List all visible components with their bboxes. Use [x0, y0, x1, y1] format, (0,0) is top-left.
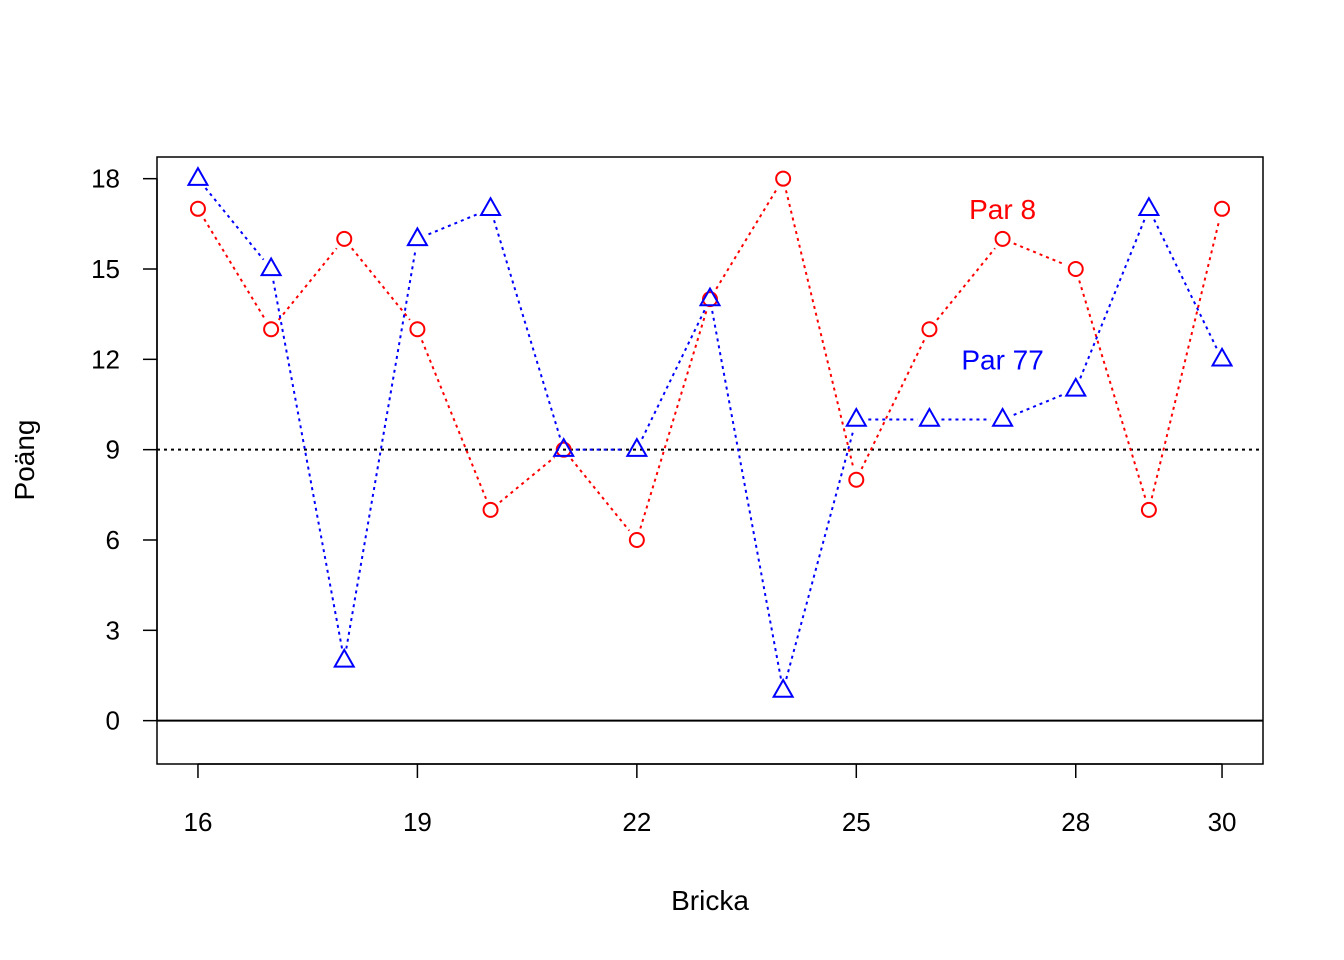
- y-axis: 0 3 6 9 12 15 18: [91, 164, 158, 736]
- series-0-point-13: [1140, 501, 1157, 518]
- x-tick-label-5: 30: [1208, 807, 1237, 837]
- series-1-segment-1: [272, 280, 344, 649]
- series-1-point-14: [1210, 346, 1234, 367]
- series-1-point-3: [406, 226, 429, 247]
- x-tick-label-4: 28: [1061, 807, 1090, 837]
- annotation-0: Par 8: [969, 194, 1036, 225]
- series-1-segment-4: [493, 219, 562, 439]
- series-1-point-5: [552, 437, 575, 457]
- series-lines: [203, 187, 1221, 680]
- series-0-segment-11: [1013, 242, 1066, 266]
- series-0-point-0: [189, 200, 206, 217]
- y-axis-label: Poäng: [9, 420, 40, 501]
- series-0-segment-8: [785, 190, 855, 469]
- series-0-segment-7: [715, 188, 778, 290]
- series-0-segment-9: [860, 339, 926, 470]
- annotations: Par 8 Par 77: [961, 194, 1044, 376]
- series-0-point-8: [775, 170, 792, 187]
- y-tick-label-4: 12: [91, 344, 120, 374]
- series-0-point-12: [1067, 261, 1084, 278]
- series-markers: [186, 166, 1234, 698]
- series-0-point-6: [628, 531, 645, 548]
- series-1-segment-11: [1013, 393, 1066, 416]
- series-1-point-4: [479, 196, 502, 216]
- series-0-point-2: [336, 230, 353, 247]
- x-tick-label-2: 22: [622, 807, 651, 837]
- y-tick-label-2: 6: [106, 525, 120, 555]
- series-0-segment-13: [1150, 220, 1221, 499]
- series-0-point-11: [994, 230, 1011, 247]
- series-0-segment-1: [277, 247, 338, 321]
- series-1-segment-2: [345, 250, 417, 649]
- y-tick-label-3: 9: [106, 435, 120, 465]
- reference-lines: [157, 448, 1263, 722]
- series-1-segment-3: [428, 212, 480, 236]
- series-1-point-8: [771, 678, 795, 698]
- series-1-point-7: [698, 286, 722, 307]
- series-0-segment-10: [936, 247, 996, 321]
- series-0-segment-6: [639, 310, 708, 529]
- x-tick-label-1: 19: [403, 807, 432, 837]
- x-tick-label-3: 25: [842, 807, 871, 837]
- series-0-point-3: [409, 321, 426, 338]
- series-1-segment-12: [1079, 219, 1146, 379]
- series-0-point-10: [921, 321, 938, 338]
- y-tick-label-5: 15: [91, 254, 120, 284]
- plot-frame: [156, 156, 1264, 765]
- series-1-point-11: [991, 407, 1014, 427]
- series-1-point-12: [1064, 376, 1087, 397]
- series-1-point-1: [259, 256, 283, 277]
- series-0-point-1: [263, 321, 280, 338]
- y-tick-label-0: 0: [106, 706, 120, 736]
- series-0-segment-5: [570, 458, 631, 532]
- series-0-segment-2: [351, 247, 411, 321]
- series-1-point-6: [625, 437, 649, 457]
- series-1-point-2: [333, 647, 356, 668]
- series-0-point-9: [848, 471, 865, 488]
- series-1-point-9: [845, 407, 868, 427]
- series-0-point-14: [1214, 200, 1231, 217]
- y-tick-label-1: 3: [106, 615, 120, 645]
- x-tick-label-0: 16: [184, 807, 213, 837]
- series-1-segment-6: [641, 309, 706, 440]
- series-0-segment-12: [1078, 280, 1147, 499]
- series-1-point-0: [186, 166, 210, 186]
- series-0-segment-3: [420, 339, 487, 500]
- x-axis-label: Bricka: [671, 885, 749, 916]
- series-1-segment-7: [711, 310, 782, 679]
- y-tick-label-6: 18: [91, 164, 120, 194]
- series-1-point-10: [918, 407, 941, 427]
- series-0-point-4: [482, 501, 499, 518]
- series-0-segment-4: [499, 456, 556, 504]
- series-1-segment-8: [785, 430, 855, 680]
- series-0-segment-0: [203, 218, 266, 320]
- annotation-1: Par 77: [961, 344, 1044, 375]
- series-1-point-13: [1137, 196, 1161, 216]
- x-axis: 16 19 22 25 28 30: [184, 763, 1237, 837]
- series-1-segment-0: [204, 187, 265, 261]
- series-1-segment-13: [1153, 219, 1218, 349]
